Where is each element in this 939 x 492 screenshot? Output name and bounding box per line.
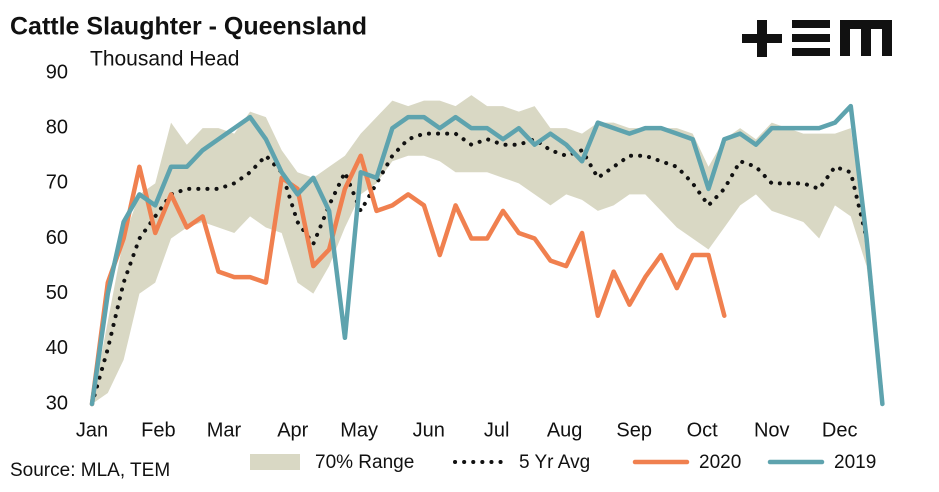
x-tick-label: Oct — [687, 419, 719, 441]
y-tick-label: 60 — [46, 227, 68, 249]
x-tick-label: May — [340, 419, 378, 441]
x-tick-label: Jul — [484, 419, 510, 441]
source: Source: MLA, TEM — [10, 460, 170, 481]
legend-label: 2020 — [699, 452, 741, 473]
x-tick-label: Dec — [822, 419, 858, 441]
x-tick-label: Feb — [141, 419, 175, 441]
y-tick-label: 90 — [46, 61, 68, 83]
x-tick-label: Aug — [547, 419, 583, 441]
y-tick-label: 80 — [46, 116, 68, 138]
y-tick-label: 70 — [46, 172, 68, 194]
x-tick-label: Jan — [76, 419, 108, 441]
line-0 — [90, 131, 885, 406]
legend-swatch — [250, 454, 300, 470]
y-tick-label: 40 — [46, 337, 68, 359]
x-tick-label: Nov — [754, 419, 790, 441]
line-1 — [89, 153, 727, 407]
line-2 — [89, 103, 885, 407]
legend-label: 2019 — [834, 452, 876, 473]
chart-title: Cattle Slaughter - Queensland — [10, 13, 367, 41]
legend-label: 70% Range — [315, 452, 414, 473]
subtitle: Thousand Head — [90, 48, 239, 71]
range-band — [92, 95, 883, 405]
x-tick-label: Sep — [616, 419, 652, 441]
x-tick-label: Mar — [207, 419, 242, 441]
y-tick-label: 50 — [46, 282, 68, 304]
x-tick-label: Apr — [277, 419, 308, 441]
x-tick-label: Jun — [413, 419, 445, 441]
logo — [742, 20, 892, 57]
legend-label: 5 Yr Avg — [519, 452, 590, 473]
y-tick-label: 30 — [46, 392, 68, 414]
